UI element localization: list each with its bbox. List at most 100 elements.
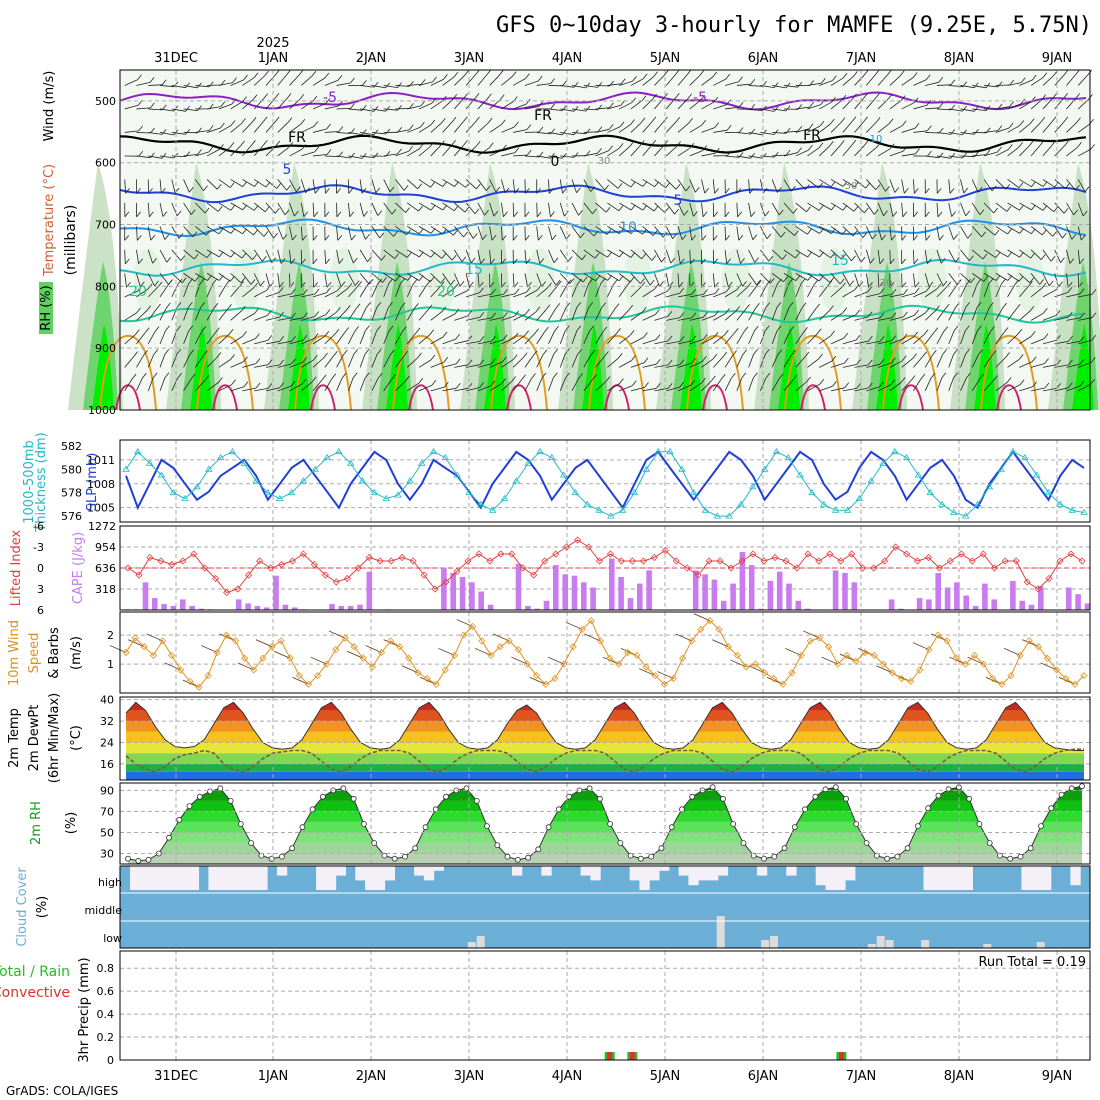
- surface-wind-barb: [547, 656, 565, 665]
- contour-label: 50: [845, 181, 858, 192]
- wind-barb-flag: [286, 93, 292, 99]
- wind-barb: [501, 76, 513, 86]
- wind-barb: [253, 202, 266, 213]
- wind-barb-flag: [513, 121, 519, 128]
- wind-barb: [842, 202, 855, 212]
- wind-barb: [760, 132, 775, 135]
- wind-barb-flag: [1029, 277, 1035, 284]
- wind-barb: [878, 340, 892, 345]
- precip-axis-title: 3hr Precip (mm): [77, 957, 92, 1062]
- wind-barb: [713, 334, 725, 345]
- wind-barb-flag: [679, 287, 685, 294]
- wind-barb-flag: [240, 140, 245, 147]
- temp-title-4: (°C): [69, 725, 84, 751]
- wind-barb: [913, 356, 923, 368]
- surface-wind-barb: [164, 662, 181, 671]
- wind-barb-flag: [750, 211, 756, 217]
- isotherm-dome-25: [294, 334, 352, 411]
- wind-barb-flag: [254, 181, 259, 187]
- wind-barb: [618, 249, 632, 258]
- wind-barb-flag: [1014, 279, 1020, 286]
- wind-speed-point: [1007, 672, 1015, 680]
- wind-barb-flag: [408, 124, 414, 131]
- cloud-high-clear: [423, 866, 435, 881]
- wind-barb: [889, 316, 904, 321]
- wind-barb-flag: [472, 233, 478, 239]
- wind-barb-flag: [892, 211, 898, 217]
- wind-barb-flag: [377, 210, 383, 216]
- wind-speed-point: [642, 663, 650, 671]
- wind-barb: [230, 361, 244, 368]
- wind-barb-flag: [552, 372, 558, 378]
- wind-barb: [277, 122, 289, 133]
- wind-barb: [677, 317, 692, 321]
- wind-barb: [783, 179, 792, 192]
- wind-barb: [171, 132, 186, 135]
- wind-barb-flag: [208, 125, 214, 131]
- wind-barb-flag: [1075, 93, 1081, 99]
- wind-barb: [748, 226, 754, 240]
- thickness-point: [737, 500, 745, 507]
- wind-barb: [159, 179, 162, 194]
- wind-barb: [195, 179, 204, 192]
- wind-barb-flag: [251, 140, 256, 146]
- wind-barb-flag: [686, 69, 692, 76]
- wind-barb-flag: [324, 235, 330, 241]
- cape-bar: [170, 606, 177, 610]
- wind-barb: [936, 377, 943, 391]
- wind-barb: [819, 249, 832, 259]
- rh-point: [443, 793, 449, 800]
- wind-barb: [407, 249, 420, 258]
- wind-barb: [289, 74, 300, 86]
- wind-barb-flag: [750, 78, 756, 85]
- wind-barb-flag: [724, 188, 730, 194]
- contour-label: 10: [870, 134, 883, 145]
- temp-title-1: 2m Temp: [7, 708, 22, 768]
- rh-point: [966, 795, 973, 802]
- surface-wind-barb: [474, 647, 492, 656]
- wind-barb: [454, 121, 464, 133]
- wind-barb-flag: [418, 205, 423, 212]
- wind-barb: [807, 308, 816, 321]
- wind-speed-point: [998, 680, 1006, 688]
- wind-barb: [242, 249, 253, 260]
- cloud-label-bg: [75, 866, 120, 948]
- li-point: [409, 557, 417, 565]
- wind-barb-flag: [1068, 359, 1073, 366]
- wind-barb: [536, 377, 543, 391]
- wind-speed-point: [852, 657, 860, 665]
- wind-barb-flag: [419, 251, 424, 258]
- wind-barb-flag: [242, 96, 247, 102]
- wind-barb-flag: [619, 121, 625, 127]
- wind-barb-flag: [274, 208, 280, 214]
- wind-barb: [277, 98, 288, 110]
- wind-barb-flag: [726, 258, 732, 265]
- wind-barb-flag: [561, 129, 567, 136]
- wind-barb-flag: [632, 76, 637, 82]
- cloud-high-clear: [169, 866, 180, 890]
- wind-barb-flag: [220, 122, 225, 129]
- wind-barb: [254, 315, 268, 321]
- wind-barb: [889, 360, 903, 368]
- wind-barb-flag: [521, 374, 526, 380]
- wind-barb: [618, 273, 631, 283]
- li-point: [321, 571, 329, 579]
- top-date-label: 1JAN: [258, 51, 289, 66]
- wind-barb: [206, 249, 220, 258]
- wind-barb-flag: [616, 328, 621, 334]
- wind-barb-flag: [809, 101, 814, 108]
- wind-barb: [654, 291, 668, 298]
- wind-barb: [124, 273, 127, 288]
- cape-bar: [898, 608, 904, 610]
- rh-point: [597, 795, 603, 802]
- wind-barb: [642, 363, 657, 368]
- li-point: [913, 557, 922, 565]
- cloud-high-clear: [962, 866, 973, 890]
- wind-barb: [194, 331, 203, 345]
- wind-barb-flag: [166, 302, 171, 309]
- thickness-point: [1056, 500, 1065, 507]
- wind-barb-flag: [522, 352, 528, 358]
- cloud-high-clear: [923, 866, 934, 890]
- wind-barb: [571, 330, 578, 344]
